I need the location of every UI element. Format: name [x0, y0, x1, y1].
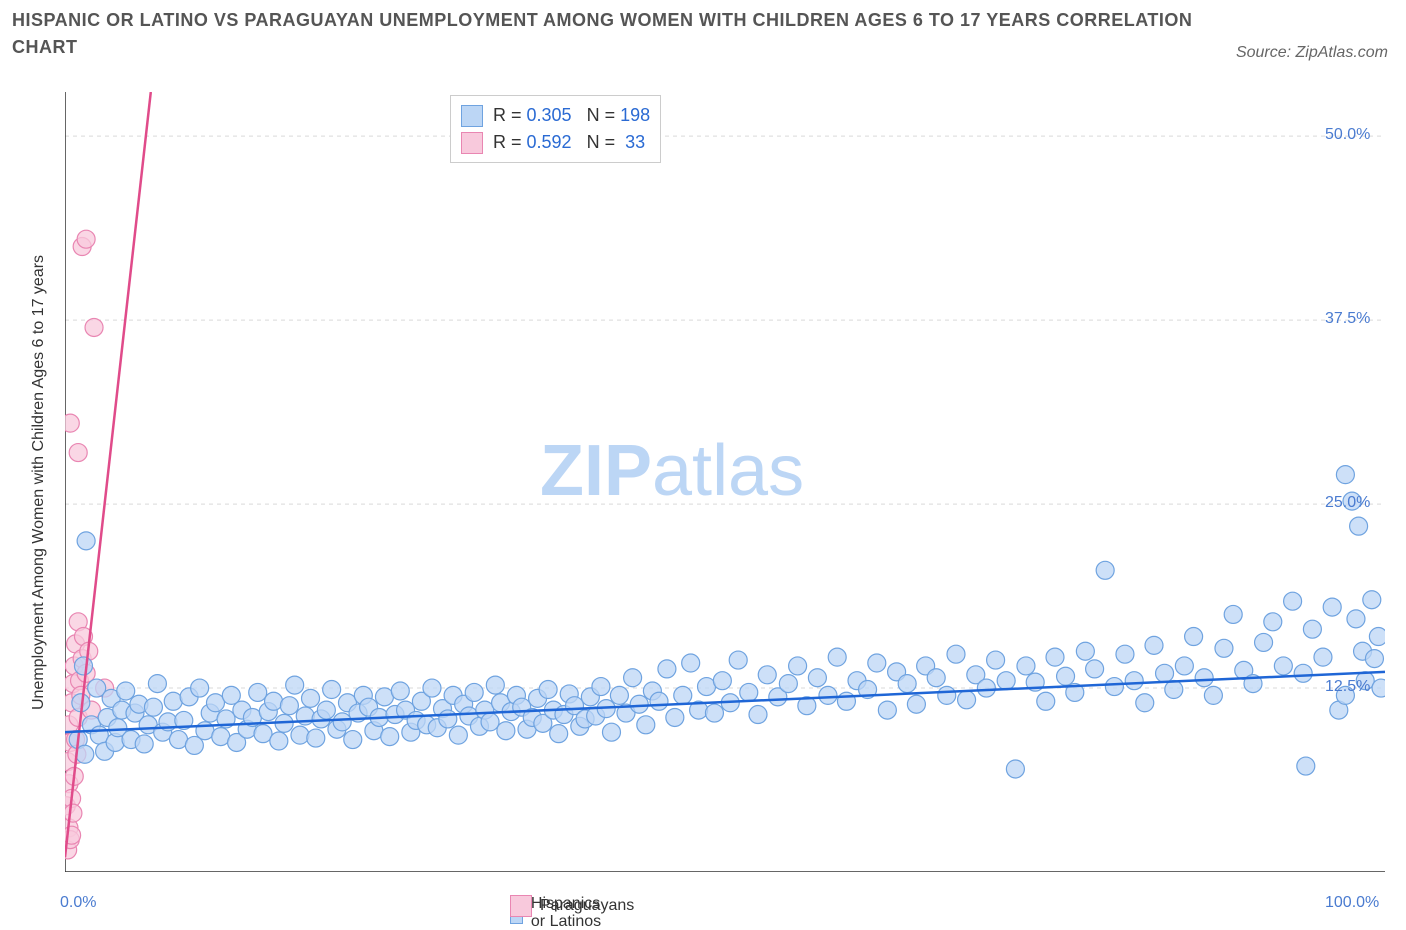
x-tick-label: 0.0%: [60, 894, 96, 912]
source-attribution: Source: ZipAtlas.com: [1236, 44, 1388, 62]
correlation-stats-box: R = 0.305 N = 198R = 0.592 N = 33: [450, 95, 661, 163]
legend-label: Paraguayans: [540, 897, 634, 915]
y-tick-label: 50.0%: [1325, 126, 1370, 144]
y-tick-label: 25.0%: [1325, 494, 1370, 512]
legend-swatch: [510, 895, 532, 917]
x-tick-label: 100.0%: [1325, 894, 1379, 912]
chart-container: { "title": { "line1": "HISPANIC OR LATIN…: [0, 0, 1406, 930]
y-tick-label: 12.5%: [1325, 678, 1370, 696]
stats-row: R = 0.592 N = 33: [461, 129, 650, 156]
chart-title: HISPANIC OR LATINO VS PARAGUAYAN UNEMPLO…: [12, 10, 1192, 58]
series-swatch: [461, 105, 483, 127]
legend-item: Paraguayans: [510, 895, 634, 917]
scatter-plot: [65, 92, 1385, 872]
y-tick-label: 37.5%: [1325, 310, 1370, 328]
stats-text: R = 0.592 N = 33: [493, 129, 645, 156]
title-line-1: HISPANIC OR LATINO VS PARAGUAYAN UNEMPLO…: [12, 10, 1192, 31]
title-line-2: CHART: [12, 37, 1192, 58]
stats-row: R = 0.305 N = 198: [461, 102, 650, 129]
y-axis-label: Unemployment Among Women with Children A…: [30, 255, 48, 710]
series-swatch: [461, 132, 483, 154]
stats-text: R = 0.305 N = 198: [493, 102, 650, 129]
